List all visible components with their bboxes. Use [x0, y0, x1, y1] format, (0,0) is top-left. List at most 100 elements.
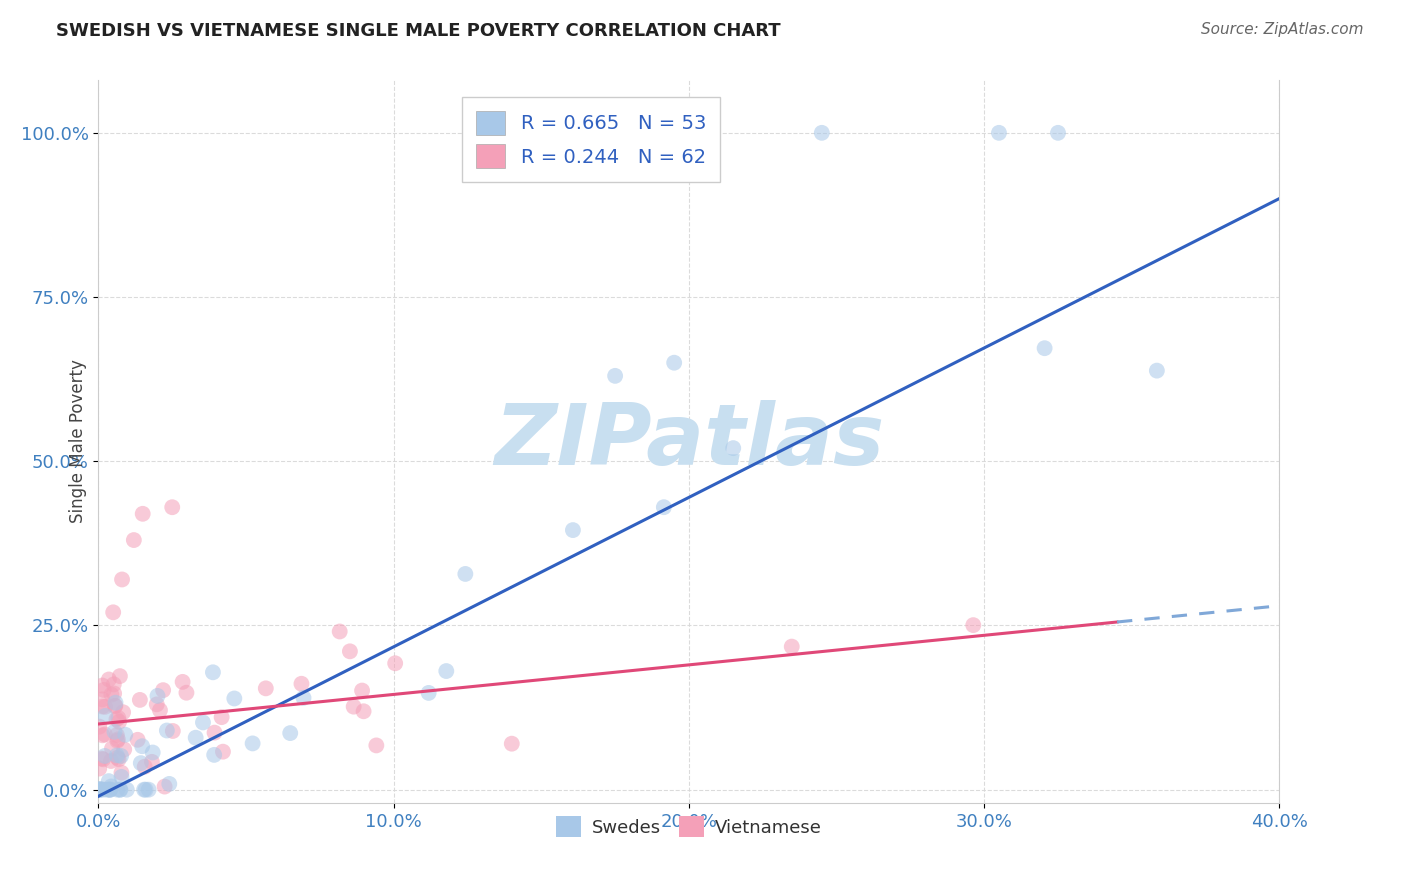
Point — [129, 756, 152, 770]
Point — [434, 664, 457, 678]
Point — [141, 755, 163, 769]
Point — [97, 774, 120, 789]
Point — [780, 640, 803, 654]
Point — [112, 742, 135, 756]
Point — [93, 782, 115, 797]
Point — [254, 681, 277, 696]
Point — [157, 777, 180, 791]
Point — [89, 762, 111, 776]
Point — [94, 709, 117, 723]
Point — [664, 356, 686, 370]
Point — [107, 752, 129, 766]
Point — [211, 710, 233, 724]
Point — [103, 724, 125, 739]
Point — [97, 673, 120, 687]
Point — [156, 723, 179, 738]
Point — [134, 759, 156, 773]
Point — [501, 737, 523, 751]
Point — [127, 732, 149, 747]
Point — [224, 691, 246, 706]
Point — [108, 782, 131, 797]
Point — [152, 683, 174, 698]
Point — [108, 669, 131, 683]
Point — [329, 624, 352, 639]
Point — [105, 733, 128, 747]
Point — [103, 677, 125, 691]
Point — [138, 782, 160, 797]
Point — [112, 706, 135, 720]
Point — [201, 665, 224, 680]
Point — [107, 732, 129, 747]
Point — [353, 704, 375, 718]
Point — [91, 692, 114, 706]
Point — [100, 688, 122, 702]
Point — [107, 782, 129, 797]
Point — [110, 748, 132, 763]
Point — [107, 711, 129, 725]
Point — [162, 500, 183, 515]
Point — [93, 682, 115, 697]
Point — [339, 644, 361, 658]
Point — [132, 507, 155, 521]
Point — [108, 714, 131, 729]
Point — [142, 746, 165, 760]
Point — [242, 736, 264, 750]
Point — [89, 782, 111, 797]
Point — [204, 725, 226, 739]
Point — [366, 739, 388, 753]
Point — [135, 782, 157, 797]
Point — [146, 689, 169, 703]
Point — [153, 780, 176, 794]
Point — [131, 739, 153, 754]
Point — [103, 605, 125, 619]
Point — [292, 690, 315, 705]
Point — [94, 699, 117, 714]
Point — [91, 699, 114, 714]
Text: ZIPatlas: ZIPatlas — [494, 400, 884, 483]
Point — [384, 657, 406, 671]
Point — [89, 720, 111, 734]
Point — [107, 750, 129, 764]
Point — [100, 780, 122, 794]
Point — [176, 686, 198, 700]
Point — [104, 698, 127, 713]
Point — [94, 748, 117, 763]
Point — [90, 751, 112, 765]
Point — [343, 699, 366, 714]
Point — [1146, 364, 1168, 378]
Point — [91, 752, 114, 766]
Point — [132, 782, 155, 797]
Point — [962, 618, 984, 632]
Point — [162, 723, 184, 738]
Point — [91, 728, 114, 742]
Point — [128, 693, 150, 707]
Point — [1033, 341, 1056, 355]
Point — [110, 782, 132, 797]
Point — [212, 745, 235, 759]
Point — [91, 679, 114, 693]
Point — [149, 703, 172, 717]
Point — [191, 715, 214, 730]
Point — [115, 782, 138, 797]
Point — [652, 500, 675, 515]
Point — [605, 368, 627, 383]
Point — [278, 726, 301, 740]
Point — [110, 765, 132, 780]
Point — [89, 781, 111, 796]
Point — [561, 523, 583, 537]
Point — [101, 741, 124, 756]
Point — [105, 712, 128, 726]
Point — [114, 728, 136, 742]
Point — [723, 441, 745, 455]
Point — [98, 782, 121, 797]
Point — [454, 566, 477, 581]
Point — [145, 698, 167, 712]
Point — [290, 677, 312, 691]
Point — [111, 573, 134, 587]
Point — [89, 782, 111, 797]
Point — [202, 747, 225, 762]
Point — [110, 770, 132, 784]
Point — [98, 782, 121, 797]
Point — [122, 533, 145, 547]
Point — [1046, 126, 1070, 140]
